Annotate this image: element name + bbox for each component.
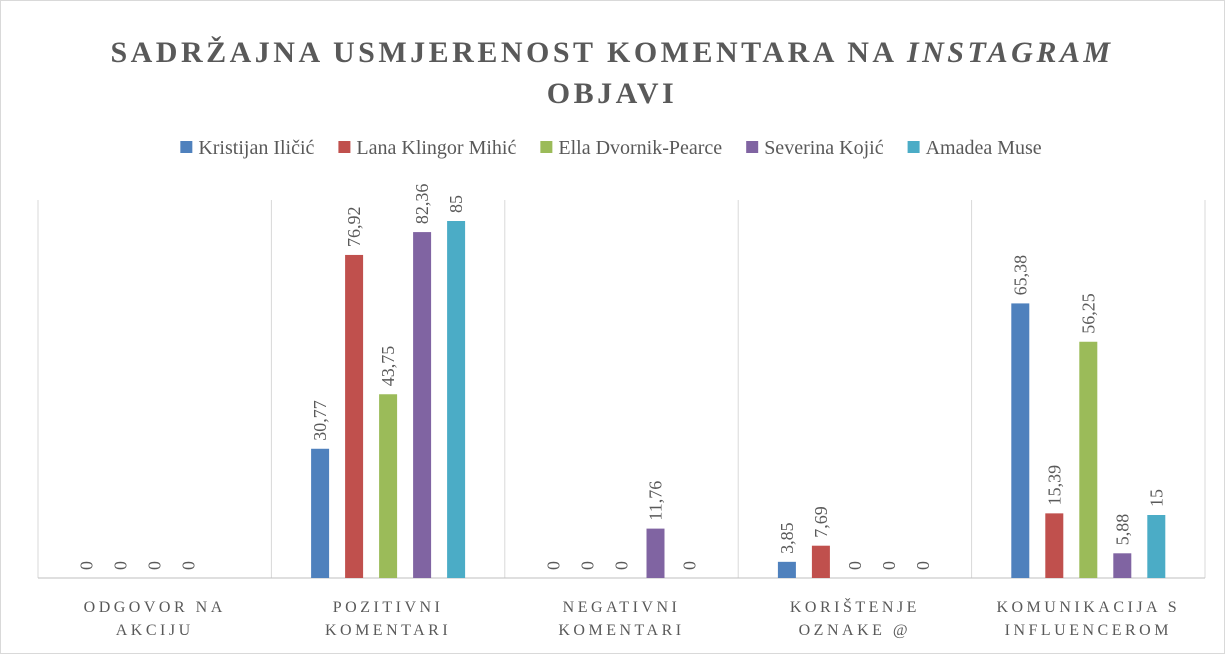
legend-swatch bbox=[540, 141, 553, 153]
legend-swatch bbox=[180, 141, 193, 153]
bar bbox=[379, 394, 398, 578]
chart-title: SADRŽAJNA USMJERENOST KOMENTARA NA INSTA… bbox=[110, 36, 1113, 69]
data-label: 0 bbox=[612, 561, 632, 570]
title-part: SADRŽAJNA USMJERENOST KOMENTARA NA bbox=[110, 36, 896, 69]
data-label: 5,88 bbox=[1112, 514, 1132, 546]
legend-swatch bbox=[746, 141, 759, 153]
x-tick-label: ODGOVOR NA AKCIJU bbox=[83, 599, 226, 639]
bar bbox=[1113, 553, 1132, 578]
data-label: 43,75 bbox=[378, 346, 398, 387]
data-label: 15,39 bbox=[1044, 465, 1064, 506]
bar bbox=[1079, 341, 1098, 578]
legend-label: Lana Klingor Mihić bbox=[356, 137, 516, 159]
legend-label: Kristijan Iličić bbox=[198, 137, 314, 159]
data-label: 0 bbox=[111, 561, 131, 570]
bar bbox=[777, 561, 796, 578]
bar bbox=[646, 528, 665, 578]
bar bbox=[413, 232, 432, 578]
legend-swatch bbox=[338, 141, 351, 153]
chart-title: OBJAVI bbox=[547, 77, 677, 110]
data-label: 0 bbox=[179, 561, 199, 570]
legend-label: Amadea Muse bbox=[926, 137, 1042, 159]
bar bbox=[345, 254, 364, 578]
x-tick-label: KORIŠTENJE OZNAKE @ bbox=[789, 599, 920, 639]
x-tick-label: NEGATIVNI KOMENTARI bbox=[558, 599, 685, 639]
data-label: 0 bbox=[680, 561, 700, 570]
data-label: 65,38 bbox=[1010, 255, 1030, 296]
data-label: 0 bbox=[578, 561, 598, 570]
data-label: 0 bbox=[145, 561, 165, 570]
data-label: 0 bbox=[77, 561, 97, 570]
title-part: INSTAGRAM bbox=[906, 36, 1114, 69]
bar bbox=[447, 221, 466, 578]
legend-label: Ella Dvornik-Pearce bbox=[558, 137, 722, 159]
data-label: 30,77 bbox=[310, 400, 330, 441]
data-label: 0 bbox=[544, 561, 564, 570]
data-label: 3,85 bbox=[777, 522, 797, 554]
data-label: 56,25 bbox=[1078, 293, 1098, 334]
legend-swatch bbox=[907, 141, 920, 153]
data-label: 7,69 bbox=[811, 506, 831, 538]
data-label: 82,36 bbox=[412, 184, 432, 225]
bar bbox=[311, 448, 330, 578]
bar bbox=[1147, 515, 1166, 578]
bar bbox=[811, 545, 830, 578]
x-tick-label: KOMUNIKACIJA S INFLUENCEROM bbox=[996, 599, 1181, 639]
data-label: 15 bbox=[1146, 489, 1166, 507]
bar bbox=[1045, 513, 1064, 578]
x-tick-label: POZITIVNI KOMENTARI bbox=[324, 599, 452, 639]
data-label: 0 bbox=[913, 561, 933, 570]
data-label: 0 bbox=[879, 561, 899, 570]
data-label: 0 bbox=[845, 561, 865, 570]
data-label: 85 bbox=[446, 195, 466, 213]
data-label: 76,92 bbox=[344, 206, 364, 247]
data-label: 11,76 bbox=[646, 481, 666, 521]
bar bbox=[1011, 303, 1030, 578]
legend-label: Severina Kojić bbox=[764, 137, 884, 159]
